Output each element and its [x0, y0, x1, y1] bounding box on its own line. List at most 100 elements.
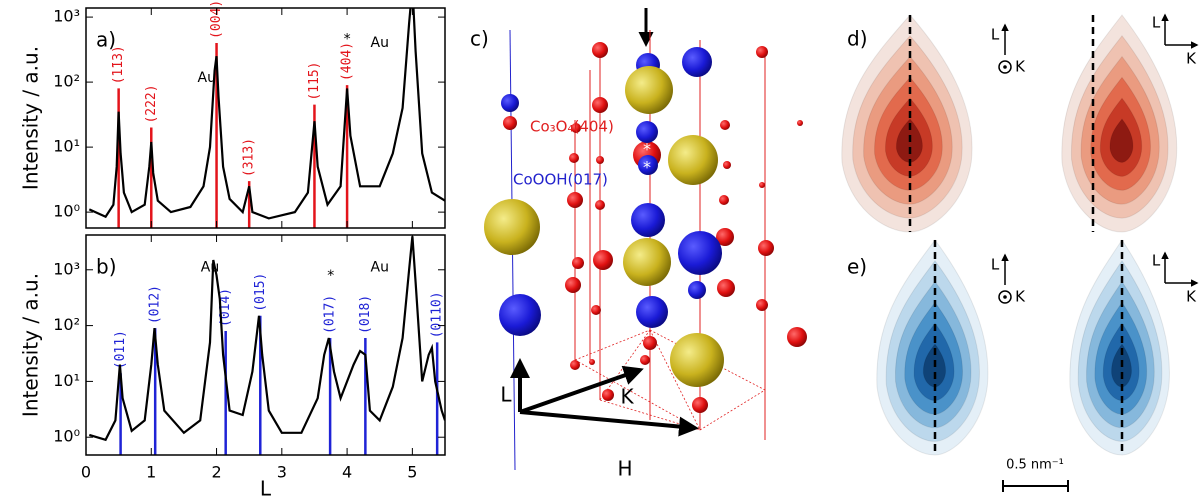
y-tick-label: 10⁰	[53, 427, 80, 446]
y-tick-label: 10¹	[53, 371, 80, 390]
data-line	[88, 8, 445, 220]
inset-label: K	[1015, 58, 1026, 76]
atom	[797, 120, 803, 126]
annotation: Au	[371, 35, 389, 51]
atom	[787, 327, 807, 347]
atom	[591, 305, 601, 315]
reflection-label: (015)	[253, 273, 268, 312]
inset-label: K	[1186, 288, 1197, 306]
marker: *	[643, 158, 651, 177]
y-tick-label: 10¹	[53, 137, 80, 156]
atom	[692, 397, 708, 413]
atom	[567, 192, 583, 208]
atom	[759, 182, 765, 188]
atom	[565, 277, 581, 293]
x-tick-label: 5	[407, 463, 417, 482]
atom	[596, 156, 604, 164]
out-of-plane	[998, 60, 1012, 74]
atom	[501, 94, 519, 112]
atom	[688, 281, 706, 299]
chart: (011)(012) (014) (015)(017) (018) (0110)10⁰1…	[19, 234, 446, 501]
axis-arrow	[519, 410, 699, 437]
panel-label: e)	[847, 255, 867, 279]
x-tick-label: 1	[146, 463, 156, 482]
data-line	[88, 236, 445, 442]
atom	[756, 299, 768, 311]
atom	[716, 228, 734, 246]
reflection-label: (404)	[340, 42, 355, 81]
plot-frame	[85, 234, 446, 456]
atom	[643, 336, 657, 350]
atom	[571, 123, 581, 133]
atom	[682, 47, 712, 77]
atom	[625, 66, 673, 114]
cell-edge	[599, 399, 701, 431]
marker: *	[643, 140, 651, 159]
atom	[499, 294, 541, 336]
reflection-label: (012)	[148, 285, 163, 324]
reflection-label: (017)	[323, 295, 338, 334]
inset-label: L	[991, 26, 1000, 44]
atom	[569, 153, 579, 163]
inset-label: L	[1152, 14, 1161, 32]
annotation: Au	[198, 70, 216, 86]
inset-label: L	[991, 256, 1000, 274]
reflection-label: (011)	[113, 330, 128, 369]
charts: (1̄13)(222)(004)(31̄3)(115)(404)10⁰10¹10…	[19, 0, 446, 501]
annotation: Au	[371, 259, 389, 275]
out-of-plane-dot	[1003, 295, 1007, 299]
reflection-label: (1̄13)	[111, 45, 126, 84]
atom	[670, 333, 724, 387]
x-tick-label: 0	[81, 463, 91, 482]
chart: (1̄13) (222) (004) (31̄3) (115) (404) 10⁰ 10¹ 10…	[19, 0, 446, 229]
y-tick-label: 10³	[53, 7, 80, 26]
plot-frame	[85, 7, 446, 229]
atom	[593, 250, 613, 270]
atom	[503, 116, 517, 130]
annotation: *	[327, 268, 334, 284]
atom	[589, 359, 595, 365]
y-tick-label: 10³	[53, 259, 80, 278]
reflection-label: (0110)	[430, 291, 445, 338]
atom	[602, 389, 614, 401]
atom	[595, 200, 605, 210]
reflection-label: (115)	[307, 62, 322, 101]
atom	[717, 279, 735, 297]
inset-label: K	[1186, 50, 1197, 68]
phase-label: CoOOH(017)	[513, 171, 608, 189]
structure-panel: c) Co₃O₄(404) CoOOH(017) ** L K H	[470, 8, 807, 481]
atom	[572, 257, 584, 269]
out-of-plane-dot	[1003, 65, 1007, 69]
axis-label: K	[620, 385, 634, 409]
phase-label: Co₃O₄(404)	[530, 118, 614, 136]
panel-label: a)	[96, 28, 116, 52]
atom	[484, 199, 540, 255]
atom	[570, 360, 580, 370]
atom	[668, 135, 718, 185]
x-tick-label: 3	[277, 463, 287, 482]
atom	[758, 240, 774, 256]
atom	[631, 203, 665, 237]
annotation: Au	[201, 259, 219, 275]
cell-edge	[649, 329, 701, 431]
reflection-label: (018)	[358, 295, 373, 334]
atom	[636, 121, 658, 143]
atom	[623, 238, 671, 286]
panel-label: b)	[96, 255, 117, 279]
atom	[640, 355, 650, 365]
inset-label: L	[1152, 252, 1161, 270]
atom	[719, 195, 729, 205]
axis-label: H	[617, 457, 632, 481]
panel-label: d)	[847, 27, 868, 51]
atom	[592, 97, 608, 113]
cell-edge	[699, 389, 766, 431]
x-tick-label: 4	[342, 463, 352, 482]
atom	[638, 155, 658, 175]
inset-label: K	[1015, 288, 1026, 306]
reflection-label: (004)	[209, 0, 224, 39]
cell-edge	[574, 329, 651, 361]
y-tick-label: 10²	[53, 315, 80, 334]
atom	[592, 42, 608, 58]
